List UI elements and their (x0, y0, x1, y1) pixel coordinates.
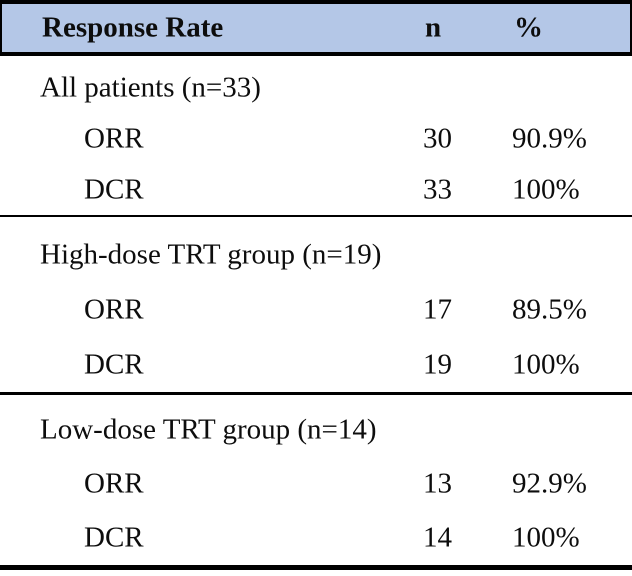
row-n: 19 (423, 348, 452, 380)
row-pct: 89.5% (512, 293, 587, 325)
row-n: 30 (423, 122, 452, 154)
row-pct: 100% (512, 521, 580, 554)
table-row: DCR 33 100% (0, 164, 632, 215)
row-n: 13 (423, 467, 452, 500)
row-label: ORR (84, 467, 144, 500)
row-n: 14 (423, 521, 452, 554)
section-high-dose-trt: High-dose TRT group (n=19) ORR 17 89.5% … (0, 217, 632, 395)
row-label: DCR (84, 173, 144, 205)
section-title-row: High-dose TRT group (n=19) (0, 227, 632, 282)
row-label: DCR (84, 521, 144, 554)
row-n: 33 (423, 173, 452, 205)
section-title: All patients (n=33) (40, 71, 261, 103)
section-low-dose-trt: Low-dose TRT group (n=14) ORR 13 92.9% D… (0, 395, 632, 570)
table-row: ORR 13 92.9% (0, 457, 632, 511)
table-row: ORR 30 90.9% (0, 113, 632, 164)
row-n: 17 (423, 293, 452, 325)
row-pct: 100% (512, 173, 580, 205)
header-n: n (425, 11, 442, 44)
header-response-rate: Response Rate (42, 11, 224, 44)
table-header-row: Response Rate n % (0, 0, 632, 56)
table-row: DCR 19 100% (0, 337, 632, 392)
row-pct: 100% (512, 348, 580, 380)
row-label: ORR (84, 293, 144, 325)
section-title: Low-dose TRT group (n=14) (40, 413, 377, 446)
table-row: ORR 17 89.5% (0, 282, 632, 337)
row-label: ORR (84, 122, 144, 154)
row-pct: 92.9% (512, 467, 587, 500)
section-title-row: Low-dose TRT group (n=14) (0, 403, 632, 457)
section-title: High-dose TRT group (n=19) (40, 238, 382, 270)
header-percent: % (514, 11, 543, 44)
section-title-row: All patients (n=33) (0, 62, 632, 113)
row-label: DCR (84, 348, 144, 380)
table-row: DCR 14 100% (0, 511, 632, 565)
row-pct: 90.9% (512, 122, 587, 154)
section-all-patients: All patients (n=33) ORR 30 90.9% DCR 33 … (0, 56, 632, 217)
